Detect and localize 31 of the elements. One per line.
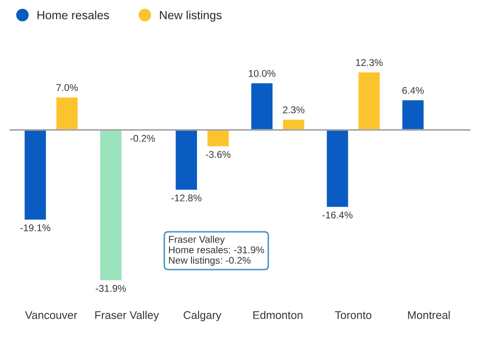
bar bbox=[174, 129, 198, 192]
legend-label: Home resales bbox=[38, 10, 109, 20]
bar bbox=[357, 70, 382, 131]
data-label: 6.4% bbox=[402, 86, 424, 94]
data-label: -0.2% bbox=[130, 134, 155, 142]
data-label: -16.4% bbox=[322, 212, 353, 218]
x-tick-label: Calgary bbox=[184, 310, 222, 322]
legend-label: New listings bbox=[160, 10, 222, 22]
annotation: New listings: -0.2% bbox=[169, 256, 251, 266]
x-tick-label: Fraser Valley bbox=[95, 310, 159, 322]
x-tick-label: Toronto bbox=[335, 311, 372, 320]
bar bbox=[250, 82, 274, 131]
data-label: 10.0% bbox=[248, 70, 276, 77]
x-tick-label: Edmonton bbox=[253, 310, 302, 320]
bar bbox=[54, 96, 80, 131]
bar bbox=[206, 129, 230, 148]
data-label: 2.3% bbox=[283, 106, 304, 114]
bar bbox=[98, 129, 123, 282]
data-label: -3.6% bbox=[206, 150, 230, 158]
bar bbox=[23, 129, 48, 221]
data-label: -31.9% bbox=[96, 284, 126, 292]
bar bbox=[400, 98, 426, 131]
data-label: -19.1% bbox=[20, 224, 50, 232]
annotation: Fraser Valley bbox=[169, 236, 225, 245]
data-label: 7.0% bbox=[56, 84, 78, 92]
annotation: Home resales: -31.9% bbox=[169, 246, 264, 254]
x-tick-label: Montreal bbox=[408, 310, 450, 320]
data-label: -12.8% bbox=[171, 194, 202, 202]
x-tick-label: Vancouver bbox=[25, 311, 78, 320]
bar bbox=[325, 129, 350, 208]
data-label: 12.3% bbox=[356, 59, 383, 66]
